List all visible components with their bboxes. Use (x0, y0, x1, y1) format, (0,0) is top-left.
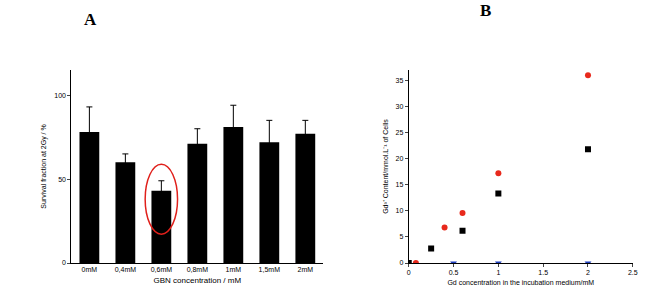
svg-text:0: 0 (62, 259, 66, 266)
svg-text:1mM: 1mM (226, 266, 242, 273)
svg-text:0,6mM: 0,6mM (151, 266, 173, 273)
svg-text:1.5: 1.5 (538, 269, 548, 276)
svg-text:1,5mM: 1,5mM (259, 266, 281, 273)
svg-text:15: 15 (396, 181, 404, 188)
svg-text:30: 30 (396, 103, 404, 110)
svg-text:B: B (480, 1, 491, 20)
svg-text:0,4mM: 0,4mM (115, 266, 137, 273)
svg-text:0,8mM: 0,8mM (187, 266, 209, 273)
svg-text:GBN concentration / mM: GBN concentration / mM (154, 276, 242, 285)
svg-text:Gd³⁺ Content/mmol.L⁻¹ of Cells: Gd³⁺ Content/mmol.L⁻¹ of Cells (382, 119, 389, 214)
svg-text:0: 0 (399, 259, 403, 266)
svg-text:35: 35 (396, 77, 404, 84)
svg-text:2: 2 (586, 269, 590, 276)
svg-text:2mM: 2mM (298, 266, 314, 273)
svg-text:100: 100 (54, 92, 66, 99)
svg-text:25: 25 (396, 129, 404, 136)
svg-text:20: 20 (396, 155, 404, 162)
svg-text:0: 0 (407, 269, 411, 276)
svg-text:Survival fraction at 2Gy / %: Survival fraction at 2Gy / % (40, 124, 48, 208)
svg-text:A: A (84, 10, 97, 29)
svg-text:10: 10 (396, 207, 404, 214)
svg-text:5: 5 (399, 233, 403, 240)
svg-text:0mM: 0mM (82, 266, 98, 273)
svg-text:50: 50 (58, 176, 66, 183)
svg-text:1: 1 (496, 269, 500, 276)
svg-text:0.5: 0.5 (449, 269, 459, 276)
svg-text:Gd concentration in the incuba: Gd concentration in the incubation mediu… (447, 279, 594, 286)
svg-text:2.5: 2.5 (628, 269, 638, 276)
